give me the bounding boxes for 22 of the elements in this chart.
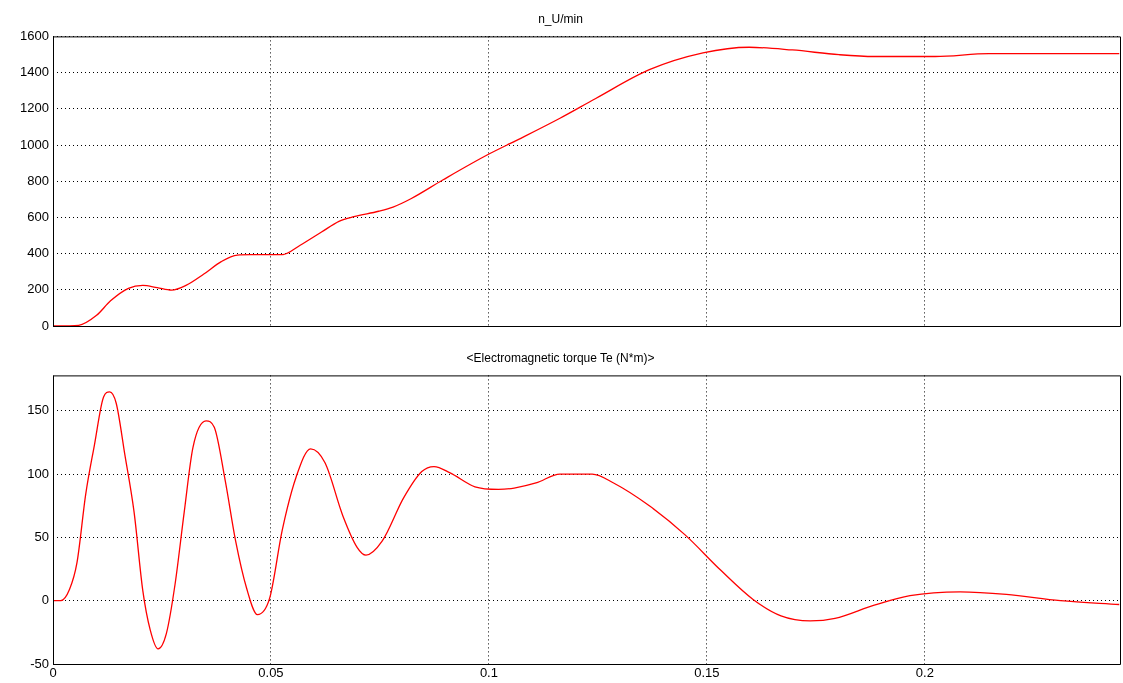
chart-title: n_U/min [538,11,583,26]
chart-title: <Electromagnetic torque Te (N*m)> [466,350,655,365]
y-tick-label: 1000 [20,136,49,152]
line-series [53,46,1120,326]
y-tick-label: 0 [41,592,49,608]
x-tick-label: 0.2 [915,665,934,681]
x-tick-label: 0.1 [479,665,498,681]
y-tick-label: -50 [30,655,49,671]
y-tick-label: 0 [41,317,49,333]
y-tick-label: 1600 [20,27,49,43]
y-tick-label: 400 [27,245,49,261]
y-tick-label: 600 [27,208,49,224]
y-tick-label: 50 [34,529,49,544]
y-tick-label: 150 [27,402,49,418]
y-tick-label: 1400 [20,64,49,80]
y-tick-label: 200 [27,281,49,297]
y-tick-label: 1200 [20,100,49,116]
x-tick-label: 0.15 [694,665,720,681]
x-tick-label: 0.05 [258,665,284,681]
y-tick-label: 800 [27,172,49,188]
y-tick-label: 100 [27,465,49,481]
line-series [53,391,1120,650]
